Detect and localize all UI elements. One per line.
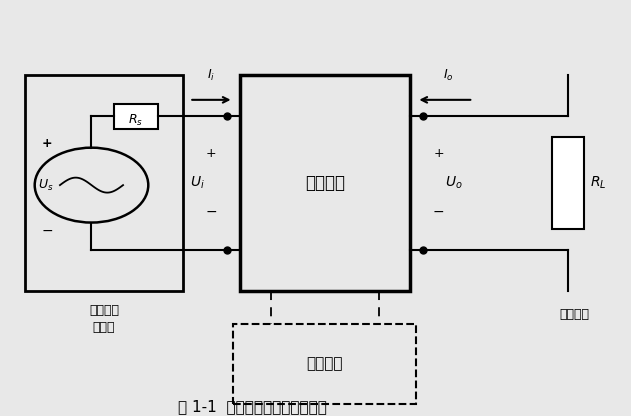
Text: +: + <box>42 137 52 150</box>
Text: $U_s$: $U_s$ <box>38 178 54 193</box>
Text: $I_i$: $I_i$ <box>208 68 215 83</box>
Text: 图 1-1  放大器技术指标测试电路: 图 1-1 放大器技术指标测试电路 <box>178 399 327 414</box>
Text: $U_i$: $U_i$ <box>191 175 205 191</box>
Text: $R_s$: $R_s$ <box>128 113 143 128</box>
Text: 正弦测试
信号源: 正弦测试 信号源 <box>89 304 119 334</box>
Bar <box>240 75 410 291</box>
Text: $R_L$: $R_L$ <box>590 175 606 191</box>
Text: −: − <box>433 205 444 219</box>
Text: +: + <box>206 147 216 161</box>
Bar <box>25 75 183 291</box>
Bar <box>233 324 416 404</box>
Text: $I_o$: $I_o$ <box>443 68 453 83</box>
Bar <box>114 104 158 129</box>
Text: $U_o$: $U_o$ <box>445 175 463 191</box>
Bar <box>552 137 584 229</box>
Text: −: − <box>42 224 53 238</box>
Text: +: + <box>433 147 444 161</box>
Text: −: − <box>206 205 217 219</box>
Text: 负载电阻: 负载电阻 <box>559 308 589 321</box>
Text: 放大电路: 放大电路 <box>305 174 345 192</box>
Text: 直流电源: 直流电源 <box>307 357 343 371</box>
